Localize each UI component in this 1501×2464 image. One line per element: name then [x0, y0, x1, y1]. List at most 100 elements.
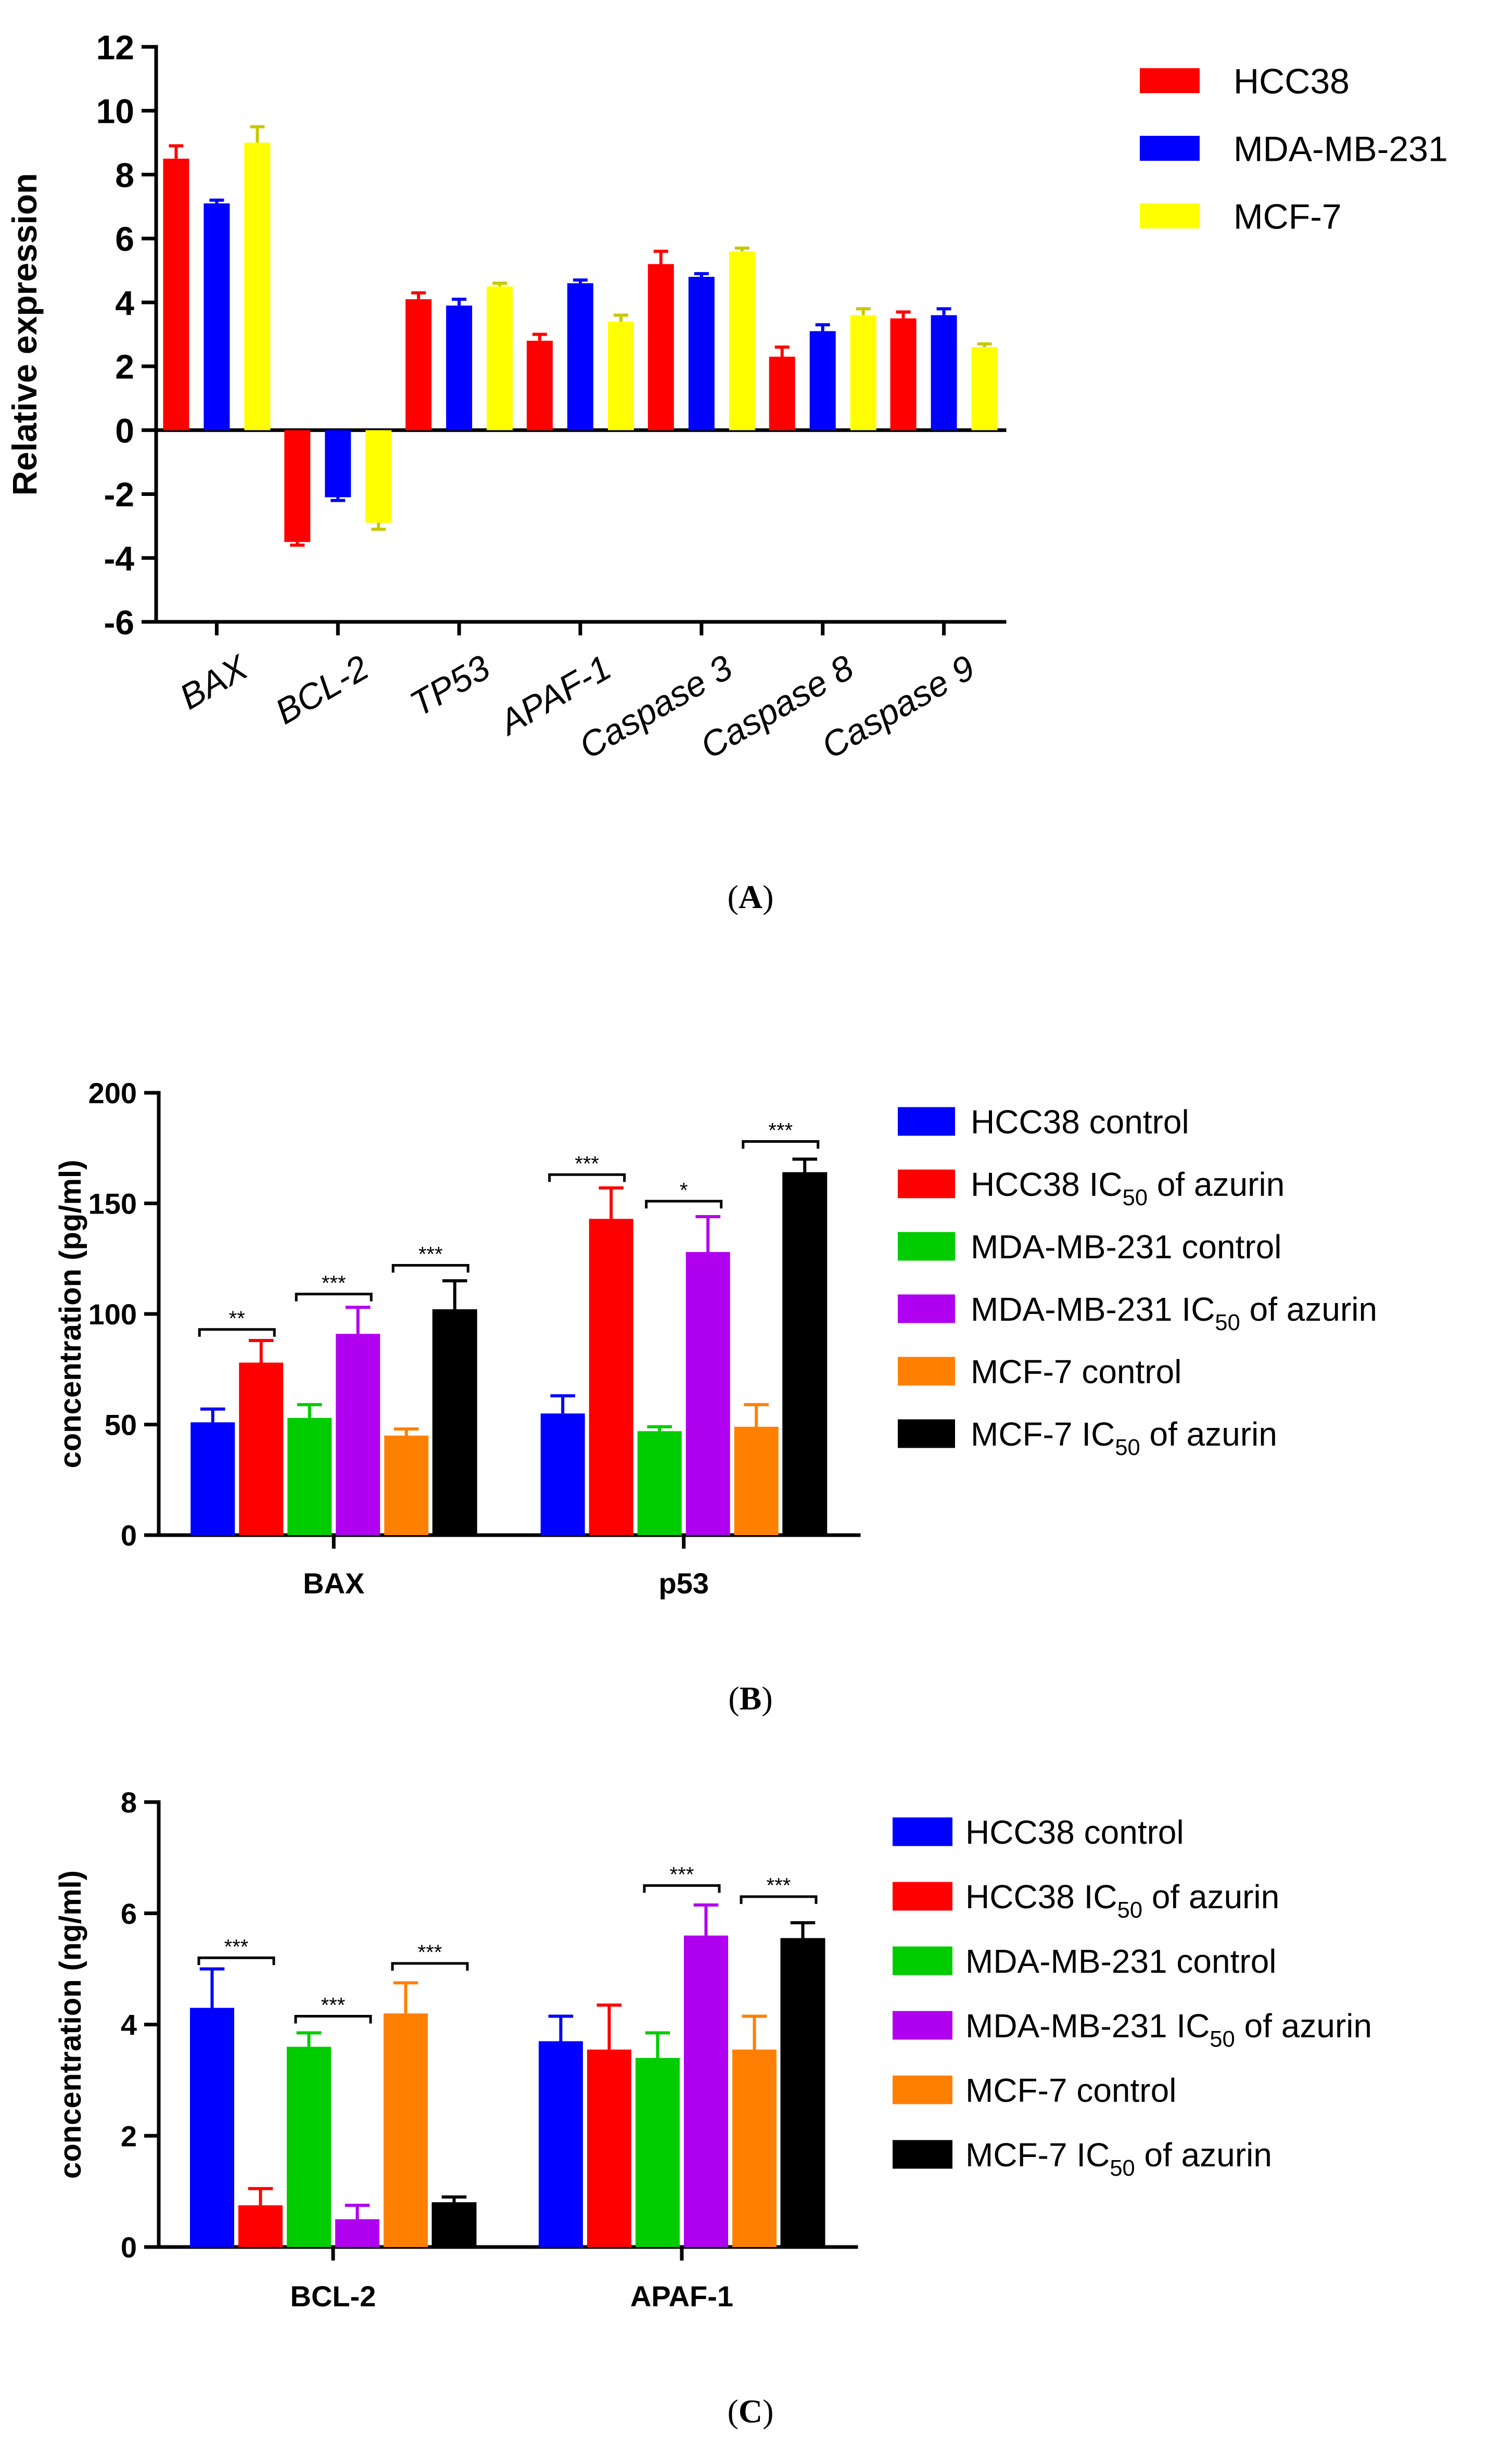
legend-swatch — [898, 1232, 955, 1261]
y-tick-label: 150 — [88, 1188, 137, 1220]
legend-label-main: MCF-7 IC — [971, 1415, 1115, 1453]
y-tick-label: 2 — [115, 348, 134, 386]
legend-swatch — [898, 1419, 955, 1448]
bar — [244, 143, 271, 430]
y-tick-label: 100 — [88, 1298, 137, 1331]
legend-label-main: MCF-7 control — [965, 2072, 1176, 2109]
legend-label: HCC38 control — [965, 1814, 1184, 1851]
bar — [567, 283, 593, 430]
legend-label-main: MDA-MB-231 control — [965, 1943, 1277, 1980]
bar — [190, 1422, 235, 1535]
legend-label-suffix: of azurin — [1240, 1291, 1377, 1328]
legend-label-main: MDA-MB-231 IC — [971, 1291, 1215, 1328]
bar — [336, 1334, 380, 1535]
y-axis-label: Relative expression — [5, 173, 44, 496]
panel-label-open-paren: ( — [728, 1680, 739, 1717]
bar — [732, 2049, 777, 2247]
bar — [287, 2047, 331, 2247]
bar — [287, 1418, 332, 1535]
category-label: p53 — [659, 1567, 709, 1600]
panel-label-close-paren: ) — [762, 2393, 773, 2430]
significance-label: *** — [322, 1272, 346, 1295]
bar — [238, 2205, 283, 2247]
legend-swatch — [898, 1357, 955, 1386]
legend-swatch — [893, 2140, 952, 2169]
legend-label: HCC38 — [1233, 61, 1350, 101]
y-tick-label: -4 — [104, 539, 134, 578]
legend-label-suffix: of azurin — [1140, 1415, 1277, 1453]
significance-bracket — [198, 1328, 276, 1337]
bar — [635, 2058, 680, 2247]
bar — [325, 430, 351, 497]
legend: HCC38 MDA-MB-231 MCF-7 — [1140, 61, 1448, 236]
significance-label: *** — [321, 1994, 346, 2016]
legend-label-subscript: 50 — [1210, 2027, 1235, 2052]
y-tick-label: 12 — [96, 28, 134, 67]
legend-swatch — [898, 1169, 955, 1198]
y-tick-label: 6 — [115, 220, 134, 258]
y-tick-label: 10 — [96, 92, 134, 131]
bar — [685, 1252, 730, 1535]
significance-label: * — [680, 1179, 688, 1202]
bar — [587, 2049, 631, 2247]
legend-label-main: HCC38 control — [965, 1814, 1184, 1851]
legend-label-main: HCC38 control — [971, 1103, 1189, 1141]
legend-swatch — [893, 2011, 952, 2040]
panel-label-close-paren: ) — [761, 1680, 772, 1717]
panel-label-letter: A — [739, 878, 762, 915]
y-tick-label: 200 — [88, 1077, 137, 1109]
y-tick-label: -6 — [104, 603, 134, 642]
bar — [527, 340, 553, 430]
bar — [688, 277, 715, 430]
y-tick-label: 6 — [121, 1897, 137, 1930]
significance-label: *** — [575, 1152, 599, 1175]
bar — [384, 1435, 429, 1535]
legend-swatch — [1140, 203, 1200, 228]
bar — [365, 430, 392, 523]
category-label: BCL-2 — [269, 647, 375, 732]
legend-swatch — [898, 1107, 955, 1136]
legend-label-main: HCC38 IC — [971, 1166, 1123, 1203]
legend-label: MCF-7 control — [971, 1353, 1181, 1390]
bar — [384, 2013, 428, 2247]
y-tick-label: -2 — [104, 475, 134, 514]
legend-label: MCF-7 IC50 of azurin — [965, 2136, 1272, 2181]
legend-label-subscript: 50 — [1110, 2156, 1135, 2181]
panel-label: (A) — [728, 878, 774, 915]
bar — [608, 321, 634, 430]
bar — [782, 1172, 828, 1536]
legend-label: MCF-7 control — [965, 2072, 1176, 2109]
legend-label-main: MDA-MB-231 IC — [965, 2007, 1210, 2045]
bar — [931, 315, 957, 430]
bar — [431, 2202, 477, 2248]
bar — [203, 203, 230, 430]
legend-label: MDA-MB-231 IC50 of azurin — [971, 1291, 1377, 1335]
y-tick-label: 8 — [121, 1786, 137, 1819]
significance-label: *** — [670, 1863, 694, 1886]
bar — [405, 299, 432, 430]
legend-label-main: MDA-MB-231 control — [971, 1228, 1282, 1266]
legend-label-suffix: of azurin — [1142, 1878, 1279, 1916]
significance-bracket — [645, 1199, 723, 1209]
significance-label: *** — [418, 1243, 443, 1266]
bar — [647, 264, 674, 430]
y-tick-label: 4 — [115, 284, 134, 322]
chart-panel-a: -6 -4 -2 0 2 4 6 8 10 12 Relative expression BAX BCL… — [5, 28, 1448, 915]
bar — [734, 1426, 779, 1535]
bar — [890, 318, 917, 430]
significance-bracket — [643, 1884, 721, 1893]
significance-bracket — [197, 1956, 275, 1965]
legend-swatch — [893, 1946, 952, 1975]
y-tick-label: 50 — [105, 1409, 137, 1441]
legend-label: MDA-MB-231 control — [971, 1228, 1282, 1266]
legend-label: HCC38 control — [971, 1103, 1189, 1141]
bar — [729, 251, 755, 430]
significance-label: *** — [224, 1935, 249, 1958]
y-tick-label: 0 — [121, 1519, 137, 1552]
legend-label-suffix: of azurin — [1235, 2007, 1372, 2045]
significance-bracket — [742, 1140, 820, 1149]
y-tick-label: 0 — [121, 2231, 137, 2264]
